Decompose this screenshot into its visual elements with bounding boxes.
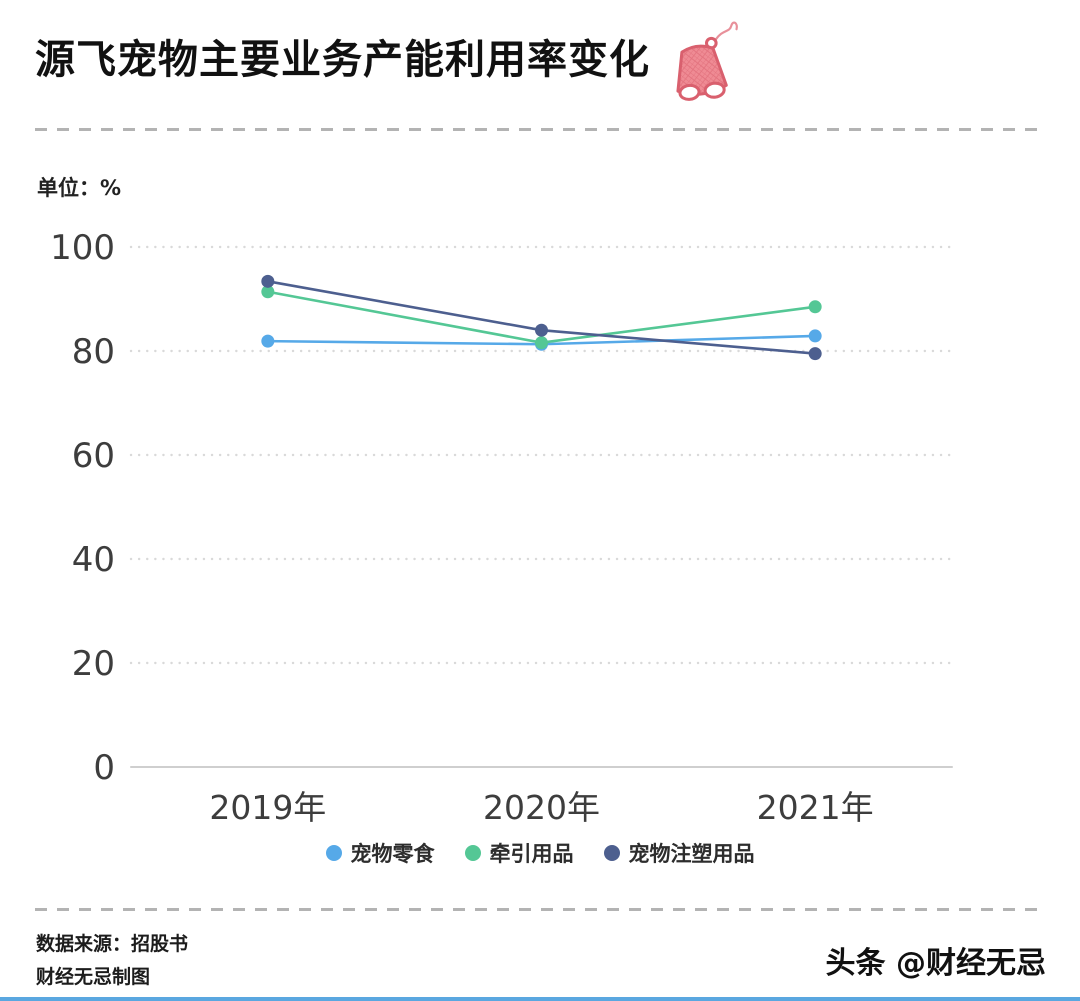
capacity-utilization-chart: 0 20 40 60 80 100 2019年 2020年 2021年 (25, 212, 1055, 832)
legend-dot (603, 845, 620, 861)
data-source-line: 数据来源：招股书 (36, 933, 189, 955)
chart-legend: 宠物零食 牵引用品 宠物注塑用品 (0, 838, 1080, 868)
y-tick-label: 60 (72, 436, 115, 476)
page-title: 源飞宠物主要业务产能利用率变化 (35, 37, 650, 83)
data-point (261, 334, 275, 348)
data-point (535, 323, 548, 337)
data-point (808, 300, 822, 314)
legend-label: 牵引用品 (489, 842, 574, 866)
y-tick-label: 100 (50, 228, 115, 268)
x-tick-label: 2019年 (209, 788, 326, 827)
legend-dot (464, 845, 481, 861)
data-point (261, 274, 275, 288)
legend-label: 宠物零食 (350, 842, 435, 866)
legend-item: 牵引用品 (464, 838, 574, 868)
y-tick-label: 80 (72, 332, 115, 372)
data-point (535, 336, 548, 350)
data-point (808, 347, 822, 361)
x-tick-label: 2021年 (757, 788, 874, 827)
legend-dot (325, 845, 342, 861)
bottom-divider (35, 908, 1045, 911)
header: 源飞宠物主要业务产能利用率变化 (35, 21, 740, 114)
bottom-accent-bar (0, 997, 1080, 1001)
footer-source: 数据来源：招股书 财经无忌制图 (36, 928, 188, 995)
unit-label: 单位：% (37, 176, 122, 200)
y-tick-label: 40 (72, 540, 115, 580)
y-tick-label: 20 (72, 644, 115, 684)
pet-harness-icon (660, 18, 740, 114)
data-point (261, 285, 275, 299)
credit-line: 财经无忌制图 (36, 966, 151, 989)
legend-label: 宠物注塑用品 (628, 842, 755, 866)
y-tick-label: 0 (93, 748, 115, 788)
top-divider (35, 128, 1045, 131)
legend-item: 宠物注塑用品 (603, 838, 755, 868)
line-chart-svg: 0 20 40 60 80 100 2019年 2020年 2021年 (50, 228, 954, 827)
x-tick-label: 2020年 (483, 788, 600, 827)
legend-item: 宠物零食 (325, 838, 435, 868)
data-point (808, 329, 822, 343)
watermark: 头条 @财经无忌 (825, 946, 1046, 981)
